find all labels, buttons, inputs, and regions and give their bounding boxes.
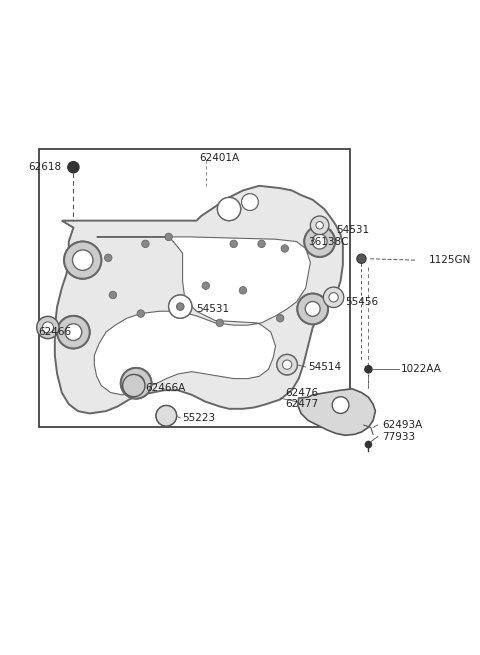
Circle shape (156, 405, 177, 426)
Text: 77933: 77933 (383, 432, 416, 441)
Circle shape (365, 441, 372, 448)
Circle shape (68, 162, 79, 173)
Circle shape (168, 295, 192, 318)
Circle shape (305, 301, 320, 316)
Circle shape (165, 233, 172, 240)
Text: 54531: 54531 (336, 225, 369, 235)
Circle shape (72, 250, 93, 271)
Circle shape (258, 240, 265, 248)
Circle shape (332, 397, 349, 413)
Circle shape (304, 226, 335, 257)
Circle shape (324, 287, 344, 307)
Text: 62476: 62476 (285, 388, 318, 398)
Circle shape (217, 197, 240, 221)
Circle shape (156, 405, 177, 426)
Circle shape (365, 365, 372, 373)
Text: 54531: 54531 (196, 304, 229, 314)
Polygon shape (94, 237, 311, 395)
Circle shape (137, 310, 144, 317)
Circle shape (276, 314, 284, 322)
Circle shape (156, 405, 177, 426)
Text: 62493A: 62493A (383, 420, 422, 430)
Circle shape (142, 240, 149, 248)
Text: 62477: 62477 (285, 399, 318, 409)
Circle shape (357, 254, 366, 263)
Circle shape (217, 197, 240, 221)
Circle shape (64, 242, 101, 279)
Circle shape (105, 254, 112, 261)
Circle shape (277, 354, 297, 375)
Circle shape (239, 287, 247, 294)
Circle shape (177, 303, 184, 310)
Circle shape (241, 194, 258, 210)
Circle shape (282, 360, 292, 369)
Circle shape (241, 194, 258, 210)
Text: 54514: 54514 (308, 362, 341, 372)
Text: 1125GN: 1125GN (429, 255, 471, 265)
Circle shape (177, 303, 184, 310)
Text: 36138C: 36138C (308, 236, 348, 246)
Circle shape (162, 411, 171, 421)
Polygon shape (55, 186, 343, 413)
Circle shape (311, 216, 329, 234)
Circle shape (329, 293, 338, 302)
Circle shape (312, 234, 327, 249)
Circle shape (36, 316, 59, 339)
Circle shape (128, 375, 144, 392)
Text: 55456: 55456 (345, 297, 378, 307)
Circle shape (230, 240, 238, 248)
Circle shape (109, 291, 117, 299)
Circle shape (128, 375, 144, 392)
Circle shape (42, 322, 53, 333)
Circle shape (72, 250, 93, 271)
Text: 62618: 62618 (29, 162, 62, 172)
Circle shape (162, 411, 171, 421)
Circle shape (65, 324, 82, 341)
Circle shape (304, 226, 335, 257)
Circle shape (168, 295, 192, 318)
Text: 62466: 62466 (38, 327, 72, 337)
Circle shape (64, 242, 101, 279)
Circle shape (281, 245, 288, 252)
Circle shape (305, 301, 320, 316)
Circle shape (121, 368, 152, 399)
Circle shape (202, 282, 210, 290)
Circle shape (316, 221, 324, 229)
Circle shape (277, 354, 297, 375)
Circle shape (297, 293, 328, 324)
Circle shape (123, 375, 145, 397)
Circle shape (65, 324, 82, 341)
Text: 62466A: 62466A (145, 383, 186, 393)
Circle shape (282, 360, 292, 369)
Circle shape (57, 316, 90, 348)
Circle shape (312, 234, 327, 249)
Circle shape (57, 316, 90, 348)
Text: 62401A: 62401A (200, 153, 240, 163)
Text: 1022AA: 1022AA (401, 364, 442, 374)
Circle shape (216, 319, 224, 327)
Circle shape (121, 368, 152, 399)
Circle shape (297, 293, 328, 324)
Text: 55223: 55223 (182, 413, 216, 423)
Polygon shape (298, 389, 375, 436)
